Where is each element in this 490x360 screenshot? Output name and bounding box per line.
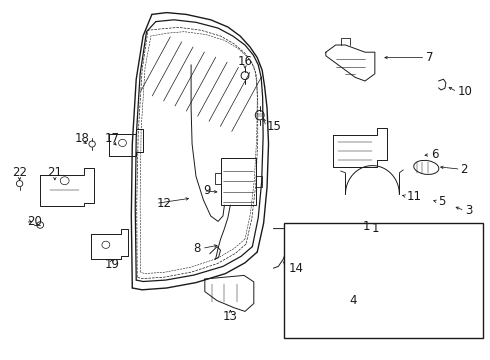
Text: 1: 1 — [363, 220, 370, 233]
Text: 14: 14 — [289, 262, 304, 275]
Bar — [220, 158, 256, 205]
Text: 12: 12 — [157, 197, 172, 210]
Text: 17: 17 — [104, 132, 119, 145]
Text: 10: 10 — [458, 85, 473, 98]
Text: 6: 6 — [431, 148, 439, 161]
Text: 11: 11 — [407, 190, 422, 203]
Text: 1: 1 — [371, 222, 379, 235]
Text: 19: 19 — [104, 258, 119, 271]
Bar — [284, 223, 483, 338]
Text: 7: 7 — [426, 51, 434, 64]
Text: 3: 3 — [466, 204, 473, 217]
Text: 13: 13 — [223, 310, 238, 323]
Text: 18: 18 — [75, 132, 90, 145]
Text: 8: 8 — [194, 242, 201, 255]
Text: 4: 4 — [349, 294, 357, 307]
Text: 22: 22 — [12, 166, 27, 179]
Text: 16: 16 — [238, 55, 252, 68]
Text: 21: 21 — [48, 166, 62, 179]
Text: 15: 15 — [267, 120, 282, 132]
Text: 5: 5 — [439, 195, 446, 208]
Text: 9: 9 — [203, 184, 211, 197]
Text: 20: 20 — [27, 215, 42, 228]
Text: 2: 2 — [461, 163, 468, 176]
